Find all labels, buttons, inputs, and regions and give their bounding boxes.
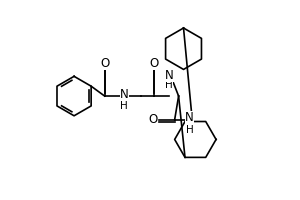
Text: N: N	[165, 69, 174, 82]
Text: O: O	[149, 57, 159, 70]
Text: N: N	[120, 88, 129, 101]
Text: H: H	[166, 80, 173, 90]
Text: N: N	[185, 111, 194, 124]
Text: O: O	[148, 113, 157, 126]
Text: H: H	[121, 101, 128, 111]
Text: O: O	[100, 57, 109, 70]
Text: H: H	[186, 125, 193, 135]
